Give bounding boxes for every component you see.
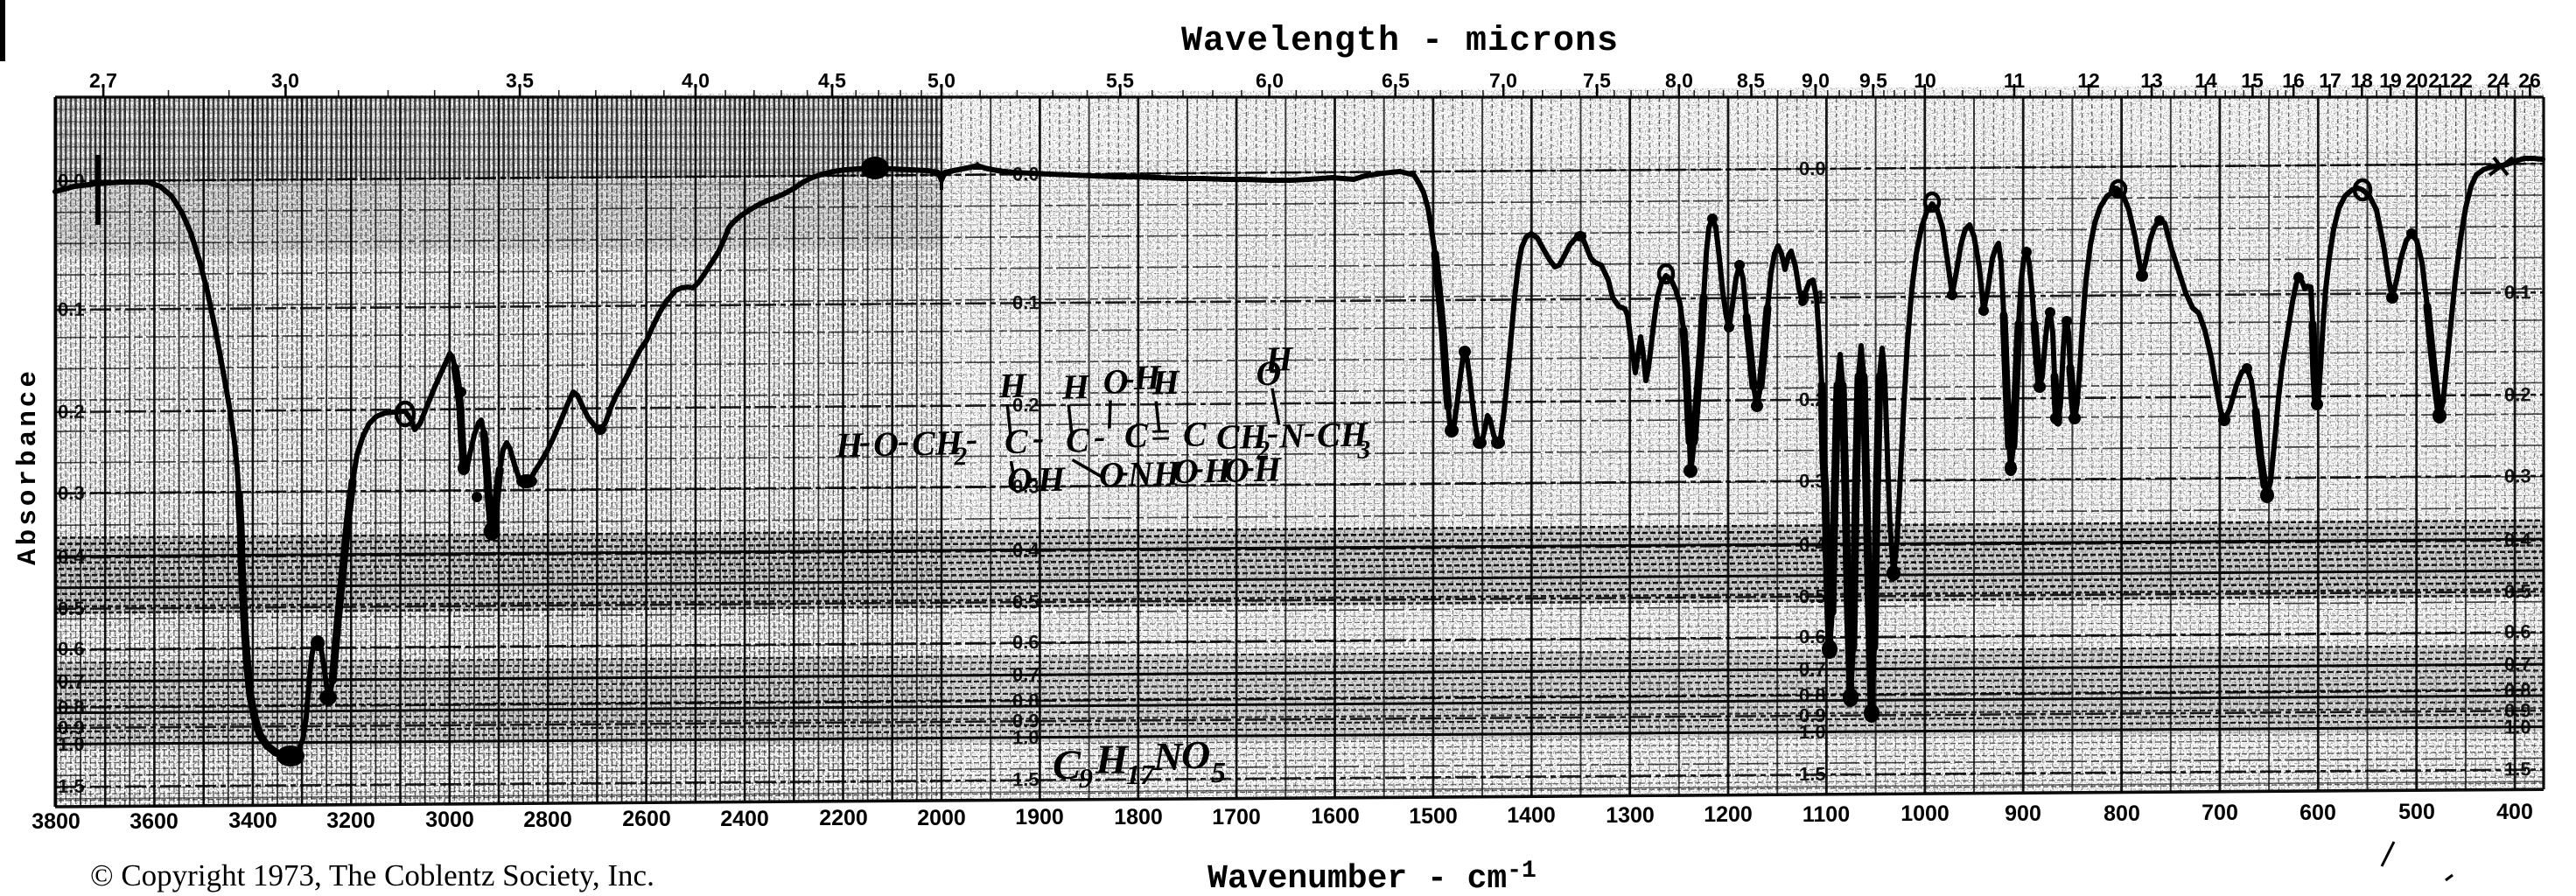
svg-text:3: 3 — [1356, 435, 1371, 464]
svg-text:H: H — [1202, 451, 1233, 491]
svg-text:N: N — [1278, 416, 1307, 456]
svg-text:-: - — [1026, 456, 1038, 495]
svg-text:CH: CH — [1216, 416, 1270, 457]
svg-text:H: H — [1264, 339, 1295, 379]
svg-text:2000: 2000 — [917, 806, 966, 830]
svg-text:O: O — [873, 424, 900, 465]
svg-text:O: O — [1172, 452, 1199, 492]
svg-text:400: 400 — [2496, 800, 2533, 824]
svg-text:2800: 2800 — [523, 808, 572, 832]
svg-text:O: O — [1223, 450, 1250, 490]
svg-text:H: H — [1095, 737, 1130, 783]
svg-text:2200: 2200 — [819, 806, 868, 830]
svg-text:1800: 1800 — [1114, 805, 1163, 830]
svg-text:17: 17 — [1126, 759, 1156, 790]
svg-text:-: - — [859, 421, 872, 460]
svg-text:2: 2 — [953, 442, 968, 471]
svg-text:800: 800 — [2104, 802, 2140, 826]
svg-text:=: = — [1150, 415, 1171, 454]
svg-text:600: 600 — [2300, 801, 2336, 825]
svg-text:2600: 2600 — [622, 807, 671, 831]
svg-text:1300: 1300 — [1606, 803, 1655, 828]
svg-text:CH: CH — [912, 423, 965, 463]
svg-text:Wavelength - microns: Wavelength - microns — [1181, 22, 1619, 61]
svg-text:O: O — [1098, 454, 1124, 494]
svg-text:3400: 3400 — [228, 808, 277, 833]
svg-text:1900: 1900 — [1015, 805, 1064, 830]
svg-text:H: H — [1060, 367, 1091, 407]
svg-text:2400: 2400 — [720, 807, 769, 831]
svg-text:N: N — [1152, 734, 1184, 779]
svg-text:3800: 3800 — [32, 809, 80, 834]
svg-text:3200: 3200 — [326, 808, 375, 833]
svg-text:O: O — [1102, 361, 1129, 402]
svg-text:H: H — [1151, 362, 1181, 402]
svg-text:2: 2 — [1256, 436, 1270, 465]
svg-text:-: - — [1123, 358, 1135, 397]
svg-text:-: - — [1192, 447, 1204, 486]
svg-text:1700: 1700 — [1212, 805, 1261, 830]
svg-text:Wavenumber - cm-1: Wavenumber - cm-1 — [1208, 858, 1536, 896]
svg-text:CH: CH — [1317, 414, 1370, 454]
svg-text:900: 900 — [2005, 802, 2041, 826]
svg-text:-: - — [1032, 417, 1045, 457]
svg-text:3600: 3600 — [130, 809, 178, 834]
svg-text:-: - — [966, 419, 978, 458]
svg-text:700: 700 — [2202, 801, 2238, 825]
svg-text:1500: 1500 — [1409, 804, 1458, 829]
svg-text:1400: 1400 — [1507, 803, 1556, 828]
svg-text:-: - — [898, 420, 910, 459]
svg-text:H: H — [1132, 357, 1163, 397]
svg-text:-: - — [1116, 451, 1129, 490]
svg-text:1000: 1000 — [1900, 802, 1950, 826]
svg-text:1200: 1200 — [1704, 802, 1753, 827]
svg-text:Absorbance: Absorbance — [13, 368, 44, 565]
svg-text:-: - — [1266, 413, 1278, 452]
svg-text:C: C — [1053, 742, 1082, 788]
svg-text:3000: 3000 — [425, 808, 474, 832]
svg-text:H: H — [1252, 449, 1283, 489]
svg-text:-: - — [1242, 446, 1255, 486]
svg-text:-: - — [1303, 412, 1315, 452]
svg-text:5: 5 — [1211, 757, 1226, 789]
svg-text:C: C — [1182, 414, 1208, 454]
svg-text:H: H — [1037, 459, 1068, 500]
svg-text:O: O — [1256, 353, 1282, 393]
svg-text:H: H — [998, 366, 1028, 406]
svg-text:NH: NH — [1126, 453, 1182, 494]
svg-text:C: C — [1004, 422, 1030, 462]
svg-text:9: 9 — [1079, 762, 1093, 794]
svg-text:-: - — [1093, 416, 1105, 456]
svg-text:H: H — [835, 424, 865, 465]
svg-text:1100: 1100 — [1802, 802, 1850, 827]
svg-text:500: 500 — [2398, 800, 2435, 824]
svg-text:C: C — [1124, 416, 1149, 456]
svg-text:© Copyright 1973, The Coblentz: © Copyright 1973, The Coblentz Society, … — [90, 858, 654, 892]
svg-text:1600: 1600 — [1311, 804, 1360, 829]
svg-text:C: C — [1066, 420, 1091, 460]
svg-text:-: - — [1269, 348, 1281, 388]
svg-text:O: O — [1181, 732, 1210, 777]
